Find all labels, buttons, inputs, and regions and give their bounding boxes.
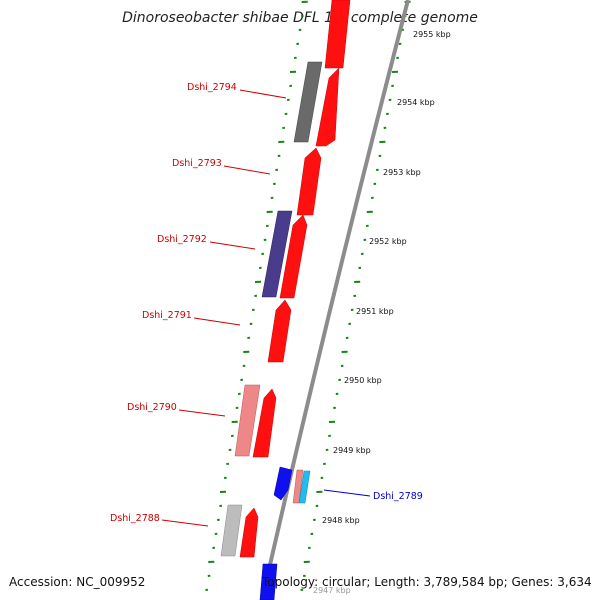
topology-label: Topology: circular; Length: 3,789,584 bp…: [262, 575, 592, 589]
kbp-label: 2952 kbp: [369, 237, 407, 246]
gene-arrow[interactable]: [267, 299, 292, 363]
kbp-label: 2947 kbp: [313, 586, 351, 595]
gene-label[interactable]: Dshi_2793: [172, 158, 222, 169]
gene-arrow[interactable]: [296, 147, 322, 216]
gene-label[interactable]: Dshi_2792: [157, 234, 207, 245]
kbp-label: 2949 kbp: [333, 446, 371, 455]
gene-label[interactable]: Dshi_2788: [110, 513, 160, 524]
gene-blue-bottom[interactable]: [259, 563, 278, 600]
kbp-label: 2954 kbp: [397, 98, 435, 107]
kbp-label: 2955 kbp: [413, 30, 451, 39]
gene-arrow[interactable]: [315, 67, 340, 147]
gene-cyan-small[interactable]: [298, 470, 311, 504]
kbp-label: 2951 kbp: [356, 307, 394, 316]
accession-label: Accession: NC_009952: [9, 575, 146, 589]
label-leaders: [161, 89, 371, 527]
inner-tick-track: [205, 0, 308, 591]
gene-purple[interactable]: [261, 210, 293, 298]
gene-gray[interactable]: [293, 61, 323, 143]
gene-label[interactable]: Dshi_2794: [187, 82, 237, 93]
gene-light-gray[interactable]: [220, 504, 243, 557]
genome-backbone: [260, 0, 410, 600]
forward-strand-genes: [239, 0, 351, 558]
gene-arrow[interactable]: [324, 0, 351, 69]
gene-arrow[interactable]: [252, 388, 277, 458]
gene-arrow[interactable]: [279, 214, 308, 299]
gene-pink[interactable]: [234, 384, 261, 457]
kbp-label: 2950 kbp: [344, 376, 382, 385]
gene-blue-arrow[interactable]: [273, 466, 293, 501]
gene-label[interactable]: Dshi_2789: [373, 491, 423, 502]
gene-label[interactable]: Dshi_2791: [142, 310, 192, 321]
gene-label[interactable]: Dshi_2790: [127, 402, 177, 413]
kbp-label: 2948 kbp: [322, 516, 360, 525]
map-title: Dinoroseobacter shibae DFL 12, complete …: [122, 10, 478, 26]
other-genes: [220, 61, 323, 600]
kbp-labels: 2955 kbp 2954 kbp 2953 kbp 2952 kbp 2951…: [313, 30, 451, 595]
kbp-label: 2953 kbp: [383, 168, 421, 177]
gene-arrow[interactable]: [239, 507, 259, 558]
gene-labels: Dshi_2794 Dshi_2793 Dshi_2792 Dshi_2791 …: [110, 82, 423, 524]
